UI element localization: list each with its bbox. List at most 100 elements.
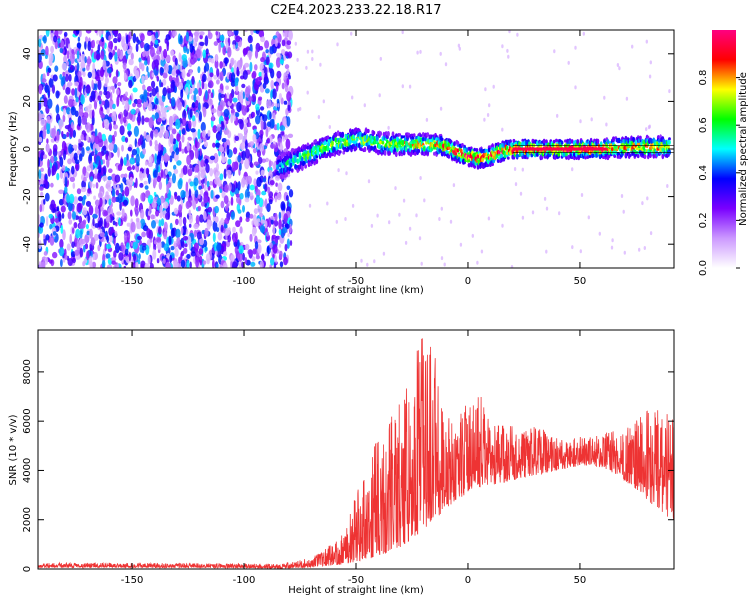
noise-cell xyxy=(132,241,138,250)
noise-cell xyxy=(75,228,81,239)
noise-cell xyxy=(52,84,55,94)
noise-cell xyxy=(118,217,121,227)
noise-cell xyxy=(213,41,219,46)
noise-cell xyxy=(169,254,173,264)
speck-cell xyxy=(344,217,347,221)
speck-cell xyxy=(408,226,412,231)
noise-cell xyxy=(127,48,133,55)
noise-cell xyxy=(183,46,187,54)
noise-cell xyxy=(200,159,205,168)
noise-cell xyxy=(142,51,146,58)
noise-cell xyxy=(154,153,158,165)
speck-cell xyxy=(645,127,648,132)
noise-cell xyxy=(50,155,55,164)
noise-cell xyxy=(166,88,173,94)
noise-cell xyxy=(66,50,70,60)
noise-cell xyxy=(259,260,264,268)
noise-cell xyxy=(242,205,245,213)
noise-cell xyxy=(38,102,42,111)
ridge-cell xyxy=(394,141,398,146)
noise-cell xyxy=(283,256,288,266)
noise-cell xyxy=(74,81,79,87)
ridge-cell xyxy=(305,160,309,164)
noise-cell xyxy=(102,165,107,175)
ridge-cell xyxy=(539,144,543,148)
noise-cell xyxy=(279,142,283,152)
noise-cell xyxy=(208,57,212,63)
noise-cell xyxy=(158,226,162,235)
noise-cell xyxy=(182,235,189,241)
noise-cell xyxy=(114,45,118,51)
noise-cell xyxy=(151,80,156,89)
noise-cell xyxy=(101,260,106,268)
noise-cell xyxy=(67,158,72,165)
noise-cell xyxy=(285,138,291,150)
noise-cell xyxy=(96,145,101,152)
noise-cell xyxy=(87,56,91,67)
noise-cell xyxy=(107,187,113,192)
noise-cell xyxy=(80,186,87,193)
speck-cell xyxy=(419,49,422,54)
noise-cell xyxy=(165,34,171,41)
noise-cell xyxy=(268,199,273,205)
noise-cell xyxy=(174,57,178,66)
noise-cell xyxy=(286,78,290,86)
noise-cell xyxy=(251,256,256,262)
noise-cell xyxy=(56,172,60,181)
noise-cell xyxy=(89,228,93,239)
speck-cell xyxy=(367,179,371,184)
noise-cell xyxy=(150,214,155,220)
noise-cell xyxy=(85,146,90,151)
noise-cell xyxy=(237,252,243,262)
noise-cell xyxy=(176,160,182,166)
noise-cell xyxy=(156,197,162,206)
speck-cell xyxy=(439,51,442,56)
ridge-cell xyxy=(354,127,358,132)
noise-cell xyxy=(84,56,87,64)
noise-cell xyxy=(143,167,146,179)
noise-cell xyxy=(40,261,46,268)
noise-cell xyxy=(108,51,113,60)
noise-cell xyxy=(259,213,264,218)
noise-cell xyxy=(44,84,50,93)
speck-cell xyxy=(297,107,300,112)
speck-cell xyxy=(631,44,634,49)
noise-cell xyxy=(185,200,190,210)
noise-cell xyxy=(59,156,64,168)
noise-cell xyxy=(144,185,149,190)
noise-cell xyxy=(188,239,192,250)
noise-cell xyxy=(158,95,162,105)
noise-cell xyxy=(117,32,122,42)
noise-cell xyxy=(90,151,95,157)
noise-cell xyxy=(85,224,89,230)
noise-cell xyxy=(207,30,211,37)
noise-cell xyxy=(109,236,113,243)
noise-cell xyxy=(103,218,107,229)
noise-cell xyxy=(115,189,120,196)
noise-cell xyxy=(83,244,86,253)
noise-cell xyxy=(161,94,166,103)
noise-cell xyxy=(207,206,213,213)
noise-cell xyxy=(179,36,183,45)
ridge-cell xyxy=(355,137,359,142)
noise-cell xyxy=(185,87,189,96)
noise-cell xyxy=(70,64,73,71)
noise-cell xyxy=(135,261,139,268)
ridge-cell xyxy=(306,145,310,150)
noise-cell xyxy=(270,215,275,220)
noise-cell xyxy=(133,182,137,189)
ridge-cell xyxy=(338,150,342,154)
noise-cell xyxy=(207,129,211,137)
noise-cell xyxy=(47,158,50,169)
noise-cell xyxy=(204,35,209,47)
noise-cell xyxy=(175,150,179,156)
noise-cell xyxy=(97,171,102,183)
noise-cell xyxy=(117,192,123,204)
ridge-cell xyxy=(345,141,349,147)
noise-cell xyxy=(260,63,264,70)
noise-cell xyxy=(130,52,134,60)
speck-cell xyxy=(449,219,453,224)
noise-cell xyxy=(137,235,142,241)
noise-cell xyxy=(236,101,242,113)
ridge-cell xyxy=(297,159,301,163)
